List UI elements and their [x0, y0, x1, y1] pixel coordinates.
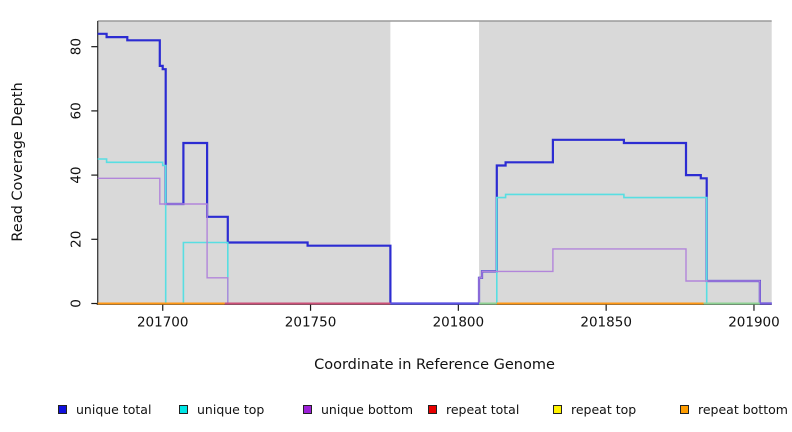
legend-label: repeat total	[446, 401, 520, 417]
legend-swatch-icon	[680, 404, 689, 414]
series-unique-bottom	[97, 177, 772, 305]
legend-item-unique-bottom: unique bottom	[303, 398, 413, 420]
chart-canvas: 201700 201750 201800 201850 201900 0 20 40 60 80	[69, 20, 780, 331]
legend-item-repeat-top: repeat top	[553, 398, 636, 420]
x-axis-title: Coordinate in Reference Genome	[314, 357, 555, 373]
legend-swatch-icon	[553, 404, 562, 414]
legend-label: unique total	[76, 401, 152, 417]
legend-item-repeat-total: repeat total	[428, 398, 519, 420]
y-tick-label: 40	[69, 166, 85, 183]
legend-swatch-icon	[179, 404, 188, 414]
legend-item-unique-total: unique total	[58, 398, 151, 420]
legend-item-repeat-bottom: repeat bottom	[680, 398, 788, 420]
x-tick-label: 201750	[285, 315, 337, 331]
legend-label: repeat top	[571, 401, 637, 417]
x-tick-label: 201800	[433, 315, 485, 331]
legend: unique total unique top unique bottom repea…	[0, 398, 792, 420]
x-tick-label: 201900	[728, 315, 780, 331]
legend-swatch-icon	[58, 404, 67, 414]
legend-label: unique bottom	[321, 401, 414, 417]
legend-label: repeat bottom	[698, 401, 788, 417]
legend-swatch-icon	[303, 404, 312, 414]
x-tick-label: 201700	[137, 315, 189, 331]
y-tick-label: 60	[69, 102, 85, 119]
y-tick-label: 80	[69, 38, 85, 55]
legend-label: unique top	[197, 401, 265, 417]
y-tick-label: 0	[69, 299, 85, 308]
x-tick-label: 201850	[580, 315, 632, 331]
legend-swatch-icon	[428, 404, 437, 414]
legend-item-unique-top: unique top	[179, 398, 264, 420]
y-tick-label: 20	[69, 231, 85, 248]
series-unique-top	[97, 158, 772, 305]
y-axis-title: Read Coverage Depth	[10, 82, 26, 242]
